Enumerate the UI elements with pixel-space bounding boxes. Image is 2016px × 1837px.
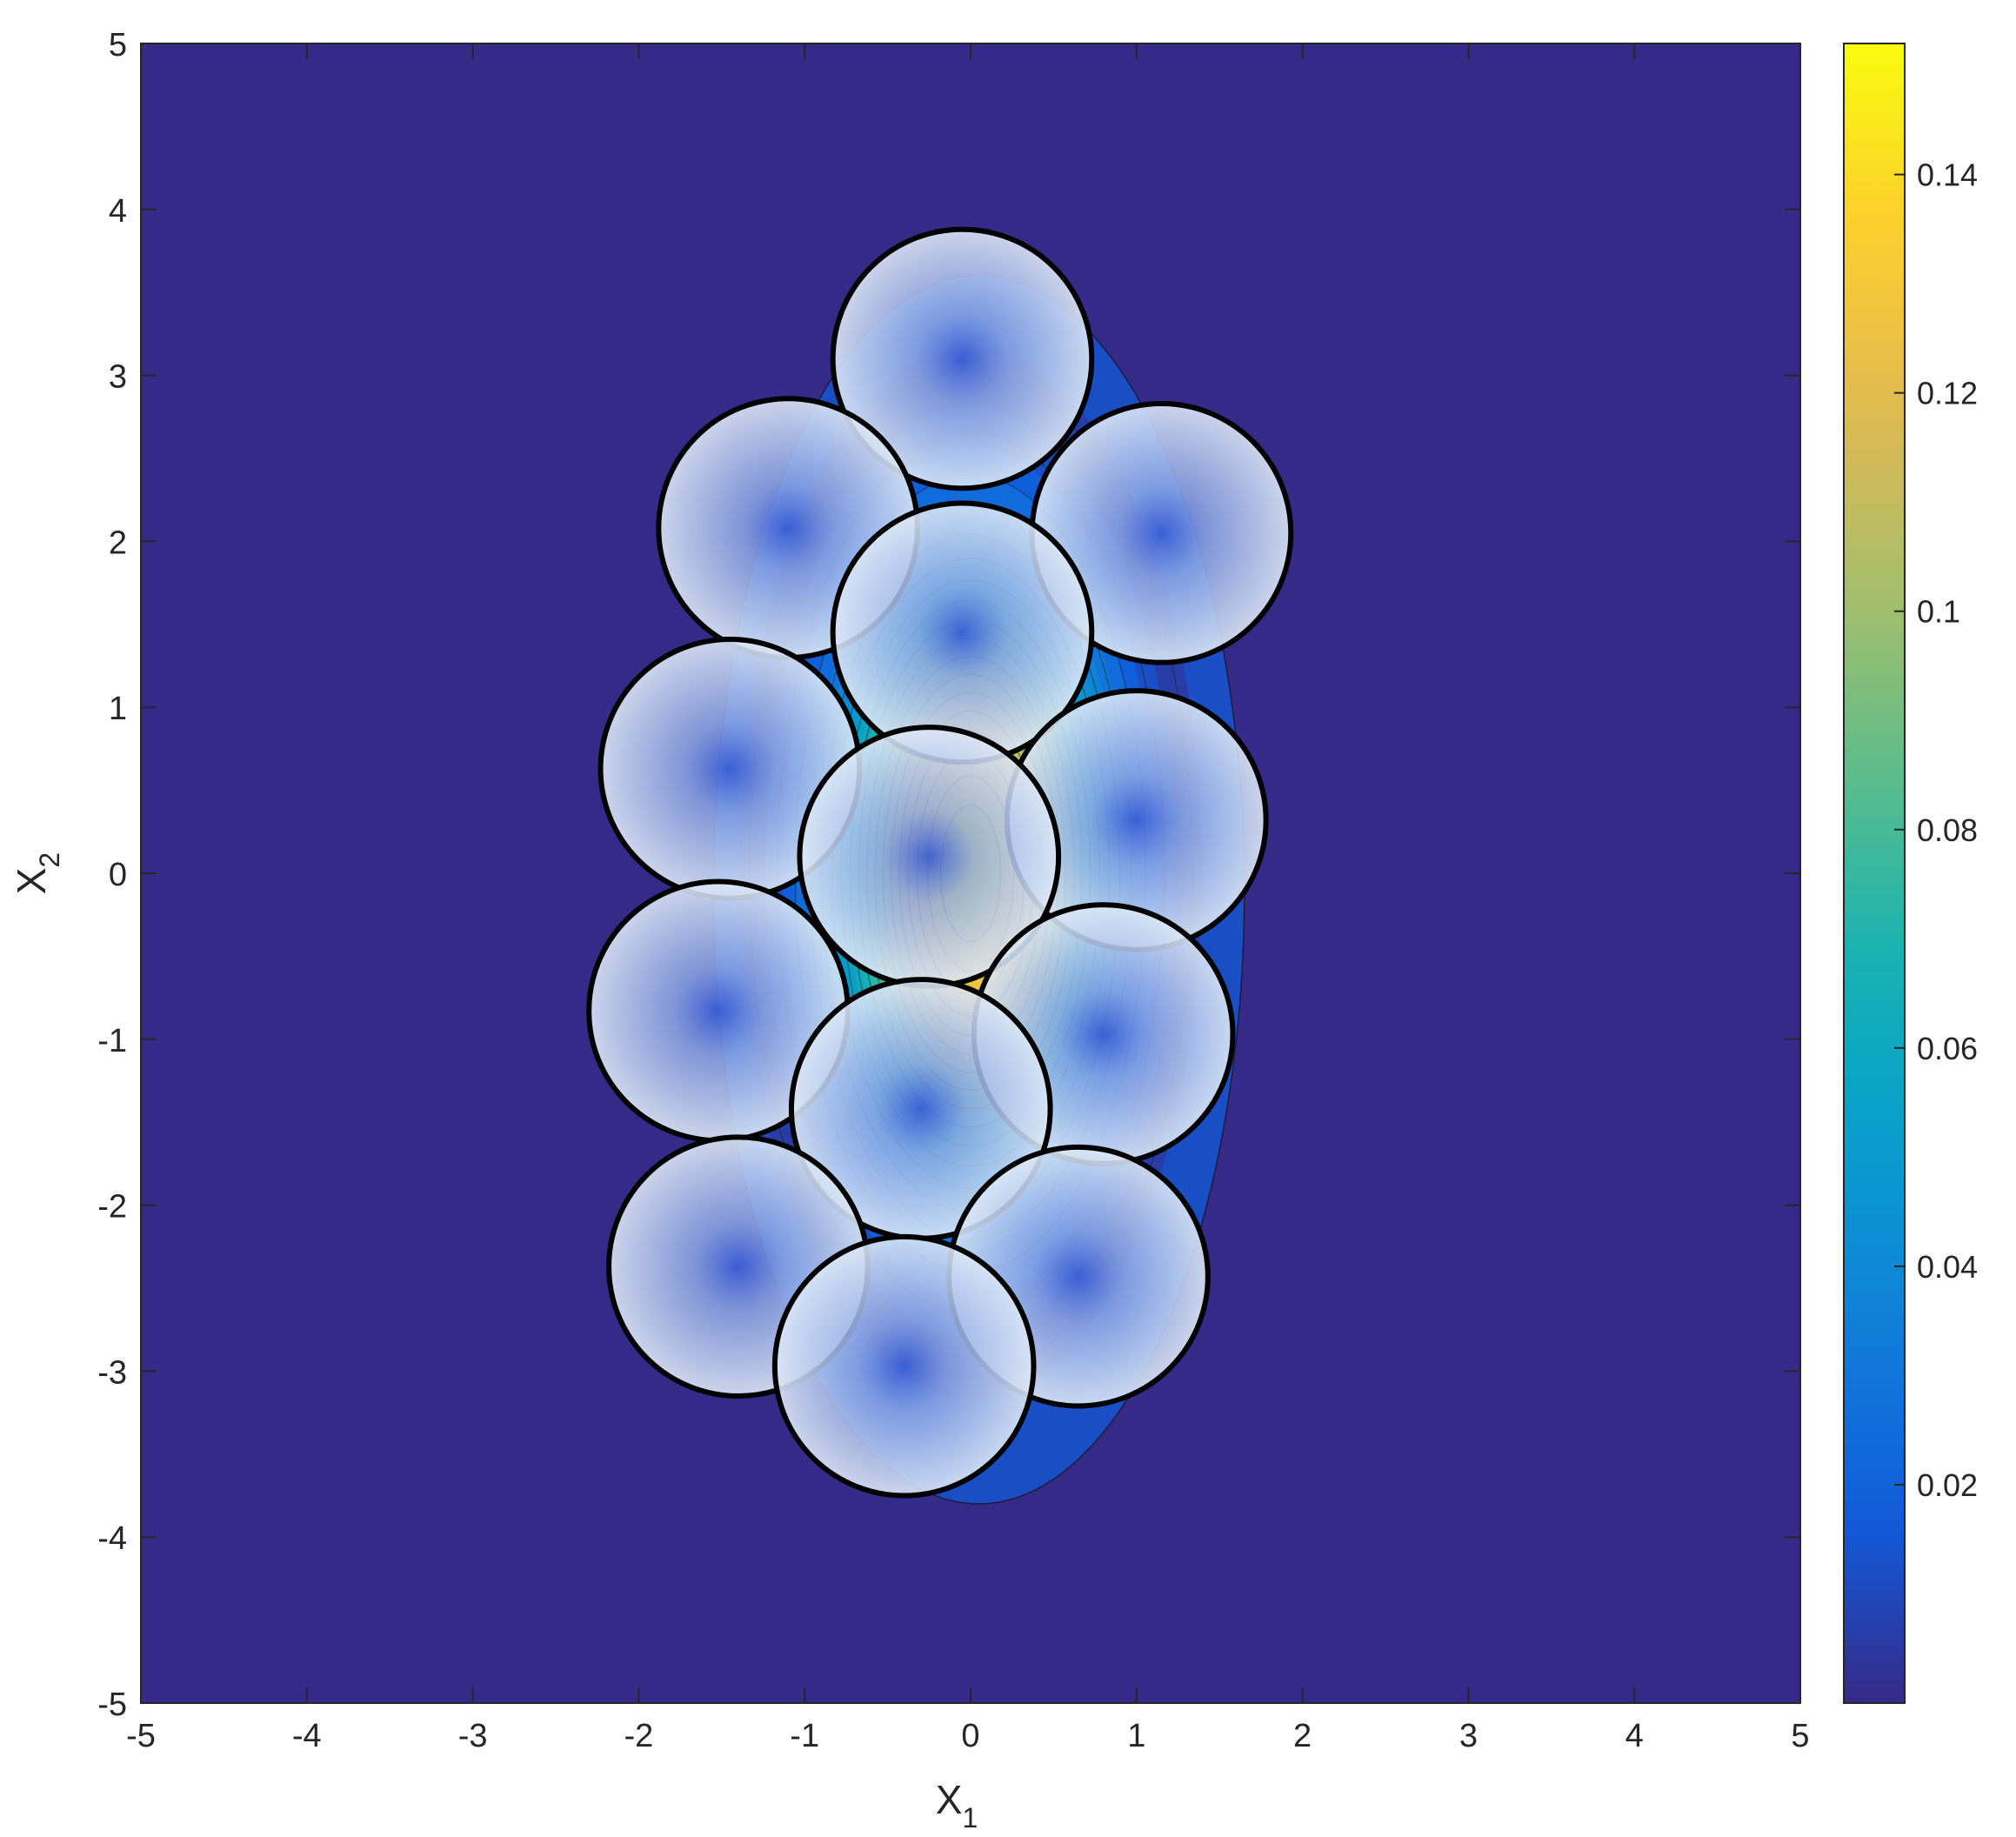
colorbar-tick-label: 0.04 bbox=[1917, 1249, 1978, 1285]
x-tick-label: 4 bbox=[1625, 1718, 1644, 1754]
colorbar-frame bbox=[1843, 43, 1906, 1704]
x-tick-label: -3 bbox=[458, 1718, 488, 1754]
colorbar-ticks: 0.02 0.04 0.06 0.08 0.1 0.12 0.14 bbox=[1894, 157, 1978, 1503]
y-tick-label: 0 bbox=[109, 857, 127, 893]
x-axis-label-subscript: 1 bbox=[962, 1802, 978, 1834]
y-tick-label: -2 bbox=[97, 1189, 127, 1226]
colorbar-tick-label: 0.06 bbox=[1917, 1031, 1978, 1066]
circle-region-1 bbox=[830, 226, 1095, 491]
x-tick-label: -2 bbox=[624, 1718, 654, 1754]
x-tick-label: 1 bbox=[1127, 1718, 1145, 1754]
colorbar-gradient bbox=[1844, 43, 1905, 1703]
x-tick-label: -4 bbox=[292, 1718, 322, 1754]
circle-overlays bbox=[586, 226, 1294, 1499]
circle-region-13 bbox=[771, 1233, 1037, 1499]
y-tick-label: -3 bbox=[97, 1354, 127, 1391]
y-tick-label: 3 bbox=[109, 359, 127, 396]
x-tick-label: -5 bbox=[126, 1718, 156, 1754]
colorbar-tick-label: 0.08 bbox=[1917, 812, 1978, 848]
y-tick-label: 1 bbox=[109, 691, 127, 727]
y-tick-label: 5 bbox=[109, 27, 127, 63]
colorbar-tick-label: 0.12 bbox=[1917, 376, 1978, 411]
x-tick-label: -1 bbox=[790, 1718, 819, 1754]
plot-area bbox=[140, 43, 1801, 1704]
colorbar: 0.02 0.04 0.06 0.08 0.1 0.12 0.14 bbox=[1843, 43, 1978, 1704]
y-axis-label: X2 bbox=[9, 852, 65, 894]
y-tick-label: 4 bbox=[109, 193, 127, 230]
x-tick-label: 2 bbox=[1293, 1718, 1312, 1754]
x-axis-label: X1 bbox=[936, 1777, 978, 1834]
y-axis-label-subscript: 2 bbox=[34, 852, 65, 868]
y-axis: -5 -4 -3 -2 -1 0 1 2 3 4 5 bbox=[97, 27, 1800, 1723]
x-axis: -5 -4 -3 -2 -1 0 1 2 3 4 5 bbox=[126, 43, 1810, 1754]
y-tick-label: -1 bbox=[97, 1023, 127, 1059]
x-tick-label: 0 bbox=[961, 1718, 979, 1754]
colorbar-tick-label: 0.02 bbox=[1917, 1467, 1978, 1503]
y-tick-label: -5 bbox=[97, 1687, 127, 1723]
y-tick-label: -4 bbox=[97, 1520, 127, 1557]
y-tick-label: 2 bbox=[109, 524, 127, 561]
x-tick-label: 3 bbox=[1459, 1718, 1478, 1754]
colorbar-tick-label: 0.14 bbox=[1917, 157, 1978, 193]
x-tick-label: 5 bbox=[1791, 1718, 1809, 1754]
colorbar-tick-label: 0.1 bbox=[1917, 594, 1960, 630]
